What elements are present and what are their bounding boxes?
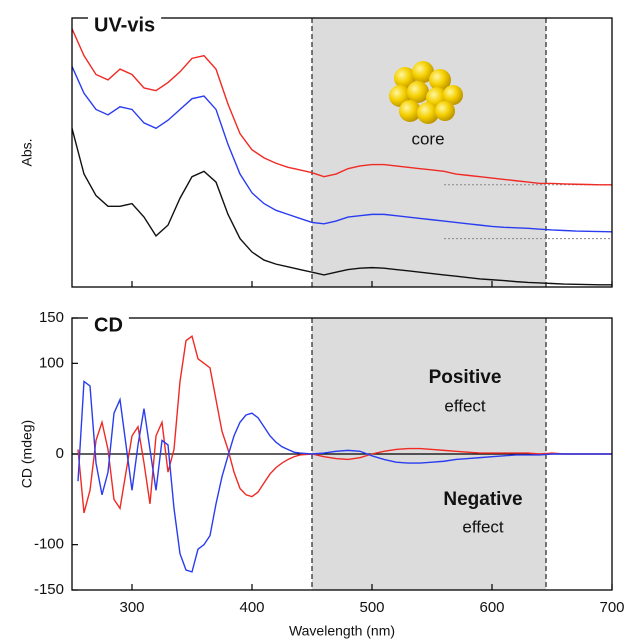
shaded-region: [312, 18, 546, 287]
x-tick-label: 500: [359, 599, 384, 616]
y-tick-label: -100: [34, 536, 64, 553]
y-tick-label: 150: [39, 309, 64, 326]
x-tick-label: 700: [599, 599, 624, 616]
title-backing: [88, 312, 129, 337]
x-tick-label: 600: [479, 599, 504, 616]
y-axis-label: Abs.: [19, 138, 35, 166]
data-line: [77, 334, 612, 514]
x-axis-label: Wavelength (nm): [289, 623, 395, 639]
data-line: [71, 66, 613, 233]
title-backing: [88, 12, 162, 37]
annotation: effect: [444, 396, 486, 415]
panel-title: UV-vis: [94, 14, 155, 36]
x-tick-label: 300: [119, 599, 144, 616]
data-line: [71, 28, 612, 186]
annotation: effect: [462, 517, 504, 536]
data-line: [77, 380, 612, 573]
data-line: [71, 128, 612, 286]
annotation: core: [411, 129, 444, 148]
core-cluster-image: [389, 61, 463, 124]
panel-title: CD: [94, 314, 123, 336]
y-tick-label: 0: [56, 445, 64, 462]
annotation: Positive: [429, 367, 502, 388]
annotation: Negative: [443, 489, 522, 510]
y-tick-label: 100: [39, 354, 64, 371]
x-tick-label: 400: [239, 599, 264, 616]
y-axis-label: CD (mdeg): [19, 420, 35, 488]
y-tick-label: -150: [34, 581, 64, 598]
plot-frame: [71, 17, 613, 288]
